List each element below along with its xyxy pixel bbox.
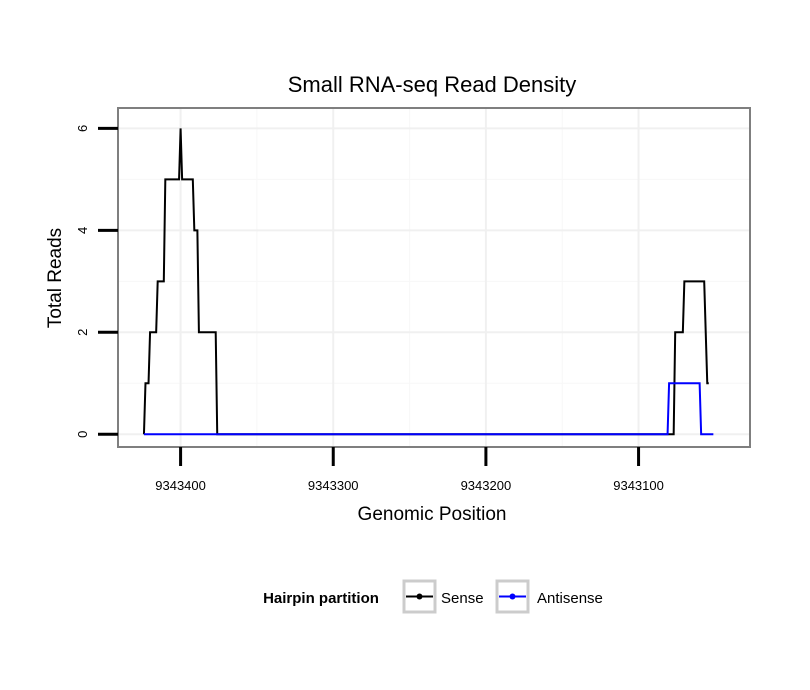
x-tick-label-3: 9343100	[613, 478, 664, 493]
series-line-antisense	[143, 382, 714, 436]
y-tick-label-1: 2	[75, 329, 90, 336]
x-tick-label-1: 9343300	[308, 478, 359, 493]
y-tick-label-2: 4	[75, 227, 90, 234]
x-axis-label: Genomic Position	[358, 504, 507, 525]
legend-item-sense: Sense	[402, 579, 484, 614]
legend-item-antisense: Antisense	[495, 579, 603, 614]
legend: Hairpin partition Sense Antisense	[263, 579, 603, 614]
legend-label-sense: Sense	[441, 590, 484, 607]
series-group	[142, 128, 714, 436]
axes: 9343400 9343300 9343200 9343100 0 2 4 6	[75, 125, 664, 493]
chart-title: Small RNA-seq Read Density	[288, 72, 577, 97]
plot-panel	[117, 107, 751, 448]
series-line-sense	[142, 128, 709, 436]
y-tick-label-0: 0	[75, 431, 90, 438]
legend-label-antisense: Antisense	[537, 590, 603, 607]
legend-title: Hairpin partition	[263, 590, 379, 607]
legend-marker-sense	[416, 593, 423, 600]
legend-marker-antisense	[509, 593, 516, 600]
y-tick-label-3: 6	[75, 125, 90, 132]
x-tick-label-0: 9343400	[155, 478, 206, 493]
x-tick-label-2: 9343200	[461, 478, 512, 493]
y-axis-label: Total Reads	[45, 228, 66, 328]
